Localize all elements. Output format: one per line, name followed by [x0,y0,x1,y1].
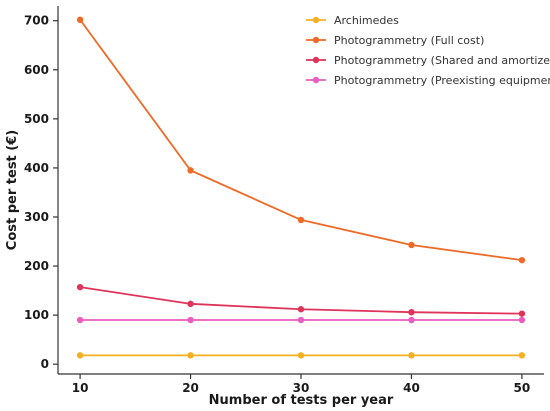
data-point [76,283,84,291]
x-tick-label: 30 [293,381,310,395]
data-point [518,316,526,324]
legend-swatch-marker [312,16,320,24]
y-tick-label: 600 [24,63,49,77]
y-axis-title: Cost per test (€) [5,130,20,250]
legend-swatch-marker [312,36,320,44]
data-point [297,216,305,224]
data-point [297,352,305,359]
data-point [187,316,194,324]
legend-label: Archimedes [334,14,399,27]
legend-swatch-marker [312,76,320,84]
y-tick-label: 300 [24,210,49,224]
legend-label: Photogrammetry (Preexisting equipment) [334,74,550,87]
series-layer [76,16,526,359]
data-point [518,256,526,264]
x-tick-label: 40 [403,381,420,395]
data-point [187,352,194,359]
y-ticks: 0 100 200 300 400 500 600 700 [24,14,58,371]
y-tick-label: 200 [24,259,49,273]
legend-label: Photogrammetry (Shared and amortized) [334,54,550,67]
data-point [187,167,194,174]
y-tick-label: 700 [24,14,49,28]
x-tick-label: 20 [182,381,199,395]
y-tick-label: 500 [24,112,49,126]
data-point [408,241,415,249]
data-point [408,352,415,359]
y-tick-label: 100 [24,308,49,322]
x-axis-title: Number of tests per year [209,393,394,408]
data-point [76,316,84,324]
y-tick-label: 0 [41,357,49,371]
x-tick-label: 10 [72,381,89,395]
legend-label: Photogrammetry (Full cost) [334,34,484,47]
x-tick-label: 50 [514,381,531,395]
data-point [297,316,305,324]
data-point [76,352,84,359]
data-point [76,16,84,23]
x-ticks: 10 20 30 40 50 [72,374,531,395]
data-point [297,306,305,313]
data-point [187,300,194,308]
y-tick-label: 400 [24,161,49,175]
data-point [518,310,526,317]
data-point [518,352,526,359]
legend: Archimedes Photogrammetry (Full cost) Phot… [306,14,550,87]
data-point [408,316,415,324]
legend-swatch-marker [312,56,320,64]
data-point [408,308,415,316]
